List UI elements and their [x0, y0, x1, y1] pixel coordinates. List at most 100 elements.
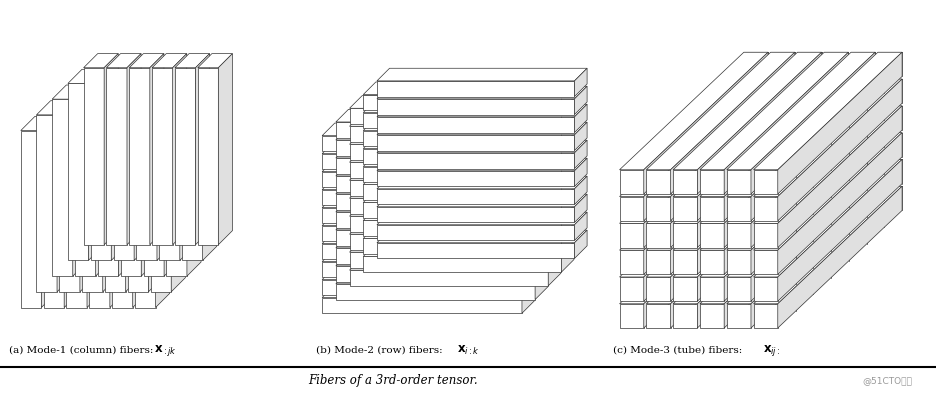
Polygon shape	[336, 140, 535, 156]
Polygon shape	[753, 133, 902, 250]
Polygon shape	[171, 101, 185, 292]
Polygon shape	[336, 266, 535, 282]
Polygon shape	[105, 115, 125, 292]
Polygon shape	[159, 84, 180, 261]
Polygon shape	[336, 122, 535, 138]
Polygon shape	[21, 131, 41, 308]
Polygon shape	[620, 52, 768, 170]
Polygon shape	[107, 53, 141, 68]
Polygon shape	[647, 186, 795, 304]
Polygon shape	[175, 53, 210, 68]
Polygon shape	[575, 122, 587, 150]
Polygon shape	[562, 190, 574, 218]
Polygon shape	[575, 68, 587, 97]
Polygon shape	[700, 133, 849, 250]
Polygon shape	[336, 145, 548, 158]
Polygon shape	[183, 84, 202, 261]
Polygon shape	[562, 136, 574, 164]
Polygon shape	[548, 204, 561, 232]
Polygon shape	[522, 159, 534, 187]
Polygon shape	[548, 114, 561, 142]
Polygon shape	[57, 101, 71, 292]
Polygon shape	[363, 131, 562, 146]
Polygon shape	[522, 267, 534, 295]
Polygon shape	[522, 213, 534, 241]
Polygon shape	[322, 244, 522, 259]
Polygon shape	[336, 199, 548, 212]
Polygon shape	[363, 100, 574, 112]
Polygon shape	[575, 140, 587, 169]
Polygon shape	[377, 68, 587, 81]
Polygon shape	[336, 163, 548, 176]
Polygon shape	[141, 85, 155, 276]
Polygon shape	[575, 158, 587, 187]
Polygon shape	[535, 128, 548, 156]
Polygon shape	[349, 240, 561, 252]
Polygon shape	[700, 160, 849, 277]
Polygon shape	[129, 53, 164, 68]
Polygon shape	[336, 158, 535, 174]
Polygon shape	[620, 186, 768, 304]
Polygon shape	[363, 172, 574, 185]
Polygon shape	[647, 79, 795, 196]
Polygon shape	[155, 116, 169, 308]
Polygon shape	[88, 69, 103, 261]
Polygon shape	[522, 123, 534, 151]
Polygon shape	[68, 69, 103, 84]
Polygon shape	[98, 85, 133, 99]
Polygon shape	[125, 101, 139, 292]
Polygon shape	[349, 222, 561, 234]
Polygon shape	[548, 96, 561, 124]
Polygon shape	[363, 221, 562, 236]
Polygon shape	[151, 101, 185, 115]
Polygon shape	[135, 116, 169, 131]
Polygon shape	[322, 136, 522, 151]
Polygon shape	[44, 131, 65, 308]
Polygon shape	[753, 250, 778, 274]
Polygon shape	[700, 223, 724, 248]
Polygon shape	[363, 244, 574, 257]
Polygon shape	[336, 109, 548, 122]
Polygon shape	[778, 186, 902, 328]
Polygon shape	[336, 230, 535, 246]
Polygon shape	[535, 163, 548, 192]
Polygon shape	[112, 116, 147, 131]
Polygon shape	[82, 101, 117, 115]
Polygon shape	[349, 180, 548, 196]
Polygon shape	[575, 230, 587, 259]
Polygon shape	[80, 101, 94, 292]
Polygon shape	[129, 68, 150, 245]
Polygon shape	[143, 85, 178, 99]
Polygon shape	[673, 170, 697, 194]
Polygon shape	[751, 79, 875, 221]
Text: (b) Mode-2 (row) fibers:: (b) Mode-2 (row) fibers:	[316, 346, 446, 355]
Polygon shape	[363, 148, 562, 164]
Polygon shape	[349, 252, 548, 268]
Polygon shape	[66, 131, 87, 308]
Polygon shape	[673, 186, 822, 304]
Polygon shape	[548, 240, 561, 268]
Polygon shape	[363, 202, 562, 218]
Text: $\mathbf{x}_{:jk}$: $\mathbf{x}_{:jk}$	[154, 343, 178, 358]
Polygon shape	[670, 160, 795, 301]
Polygon shape	[377, 194, 587, 207]
Polygon shape	[647, 160, 795, 277]
Polygon shape	[377, 86, 587, 99]
Polygon shape	[363, 238, 562, 254]
Polygon shape	[753, 52, 902, 170]
Text: @51CTO博客: @51CTO博客	[863, 377, 913, 385]
Polygon shape	[377, 171, 575, 187]
Text: Fibers of a 3rd-order tensor.: Fibers of a 3rd-order tensor.	[308, 375, 478, 387]
Polygon shape	[697, 186, 822, 328]
Polygon shape	[336, 248, 535, 264]
Polygon shape	[700, 170, 724, 194]
Polygon shape	[377, 140, 587, 153]
Polygon shape	[37, 101, 71, 115]
Polygon shape	[726, 133, 875, 250]
Polygon shape	[620, 223, 644, 248]
Polygon shape	[112, 131, 133, 308]
Polygon shape	[363, 190, 574, 202]
Polygon shape	[349, 257, 561, 270]
Polygon shape	[91, 84, 111, 261]
Polygon shape	[697, 52, 822, 194]
